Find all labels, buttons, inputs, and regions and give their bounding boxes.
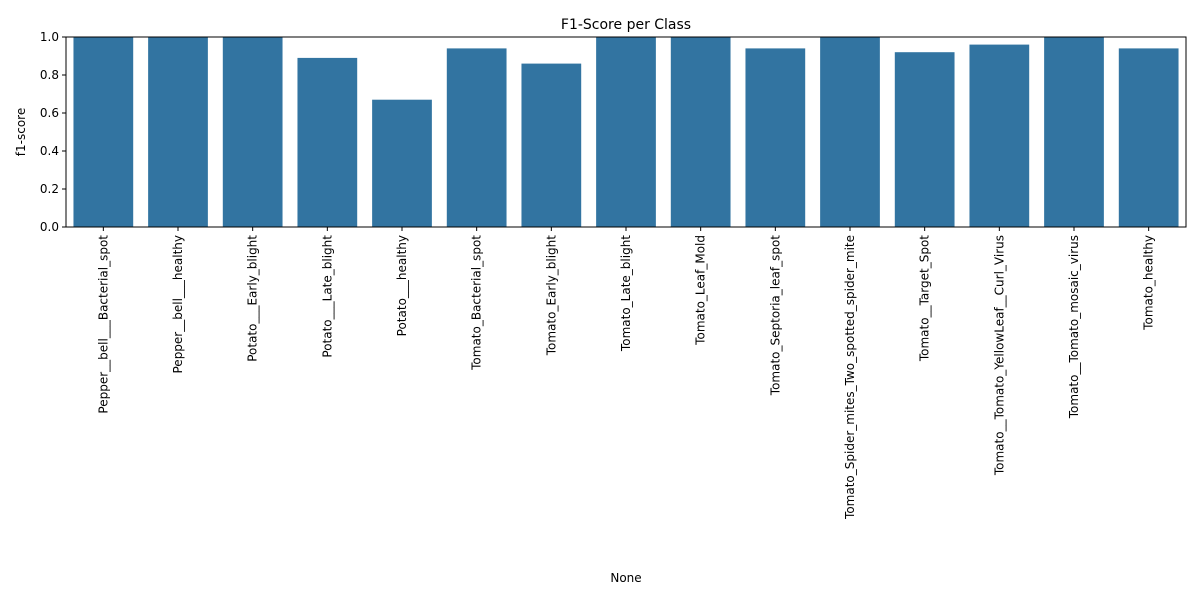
x-tick-label: Tomato_Septoria_leaf_spot — [768, 235, 782, 397]
bar-Tomato_Septoria_leaf_spot — [745, 48, 806, 228]
y-axis: 0.0 0.2 0.4 0.6 0.8 1.0 — [40, 30, 66, 234]
bar-Tomato__Tomato_YellowLeaf__Curl_Virus — [969, 44, 1030, 227]
y-tick-label: 0.4 — [40, 144, 59, 158]
y-tick-label: 1.0 — [40, 30, 59, 44]
x-tick-label: Tomato_healthy — [1142, 235, 1156, 331]
x-tick-label: Pepper__bell___Bacterial_spot — [96, 235, 110, 414]
bar-Potato___healthy — [372, 99, 432, 227]
bar-Potato___Early_blight — [222, 37, 283, 227]
bar-Tomato__Tomato_mosaic_virus — [1044, 37, 1104, 227]
x-tick-label: Tomato_Early_blight — [544, 235, 558, 357]
bar-Pepper__bell___Bacterial_spot — [73, 37, 134, 227]
bar-Tomato_Leaf_Mold — [670, 37, 731, 227]
x-tick-label: Pepper__bell___healthy — [171, 235, 185, 374]
x-tick-label: Potato___Late_blight — [320, 235, 334, 358]
y-tick-label: 0.0 — [40, 220, 59, 234]
x-tick-label: Tomato_Leaf_Mold — [694, 235, 708, 346]
x-tick-label: Potato___Early_blight — [246, 235, 260, 362]
bar-Tomato_healthy — [1118, 48, 1179, 228]
y-tick-label: 0.2 — [40, 182, 59, 196]
bar-Tomato_Early_blight — [521, 63, 582, 227]
plot-frame — [65, 36, 1187, 228]
x-axis-label: None — [610, 571, 641, 585]
x-tick-label: Tomato__Tomato_mosaic_virus — [1067, 235, 1081, 419]
bar-Potato___Late_blight — [297, 57, 358, 228]
bar-Pepper__bell___healthy — [148, 37, 208, 227]
bar-Tomato__Target_Spot — [894, 52, 955, 228]
bar-Tomato_Late_blight — [596, 37, 656, 227]
bars-group — [73, 37, 1179, 228]
x-axis: Pepper__bell___Bacterial_spot Pepper__bel… — [96, 227, 1156, 520]
x-tick-label: Potato___healthy — [395, 235, 409, 336]
x-tick-label: Tomato_Bacterial_spot — [470, 235, 484, 371]
x-tick-label: Tomato__Target_Spot — [918, 235, 932, 362]
chart-title: F1-Score per Class — [561, 17, 691, 33]
y-tick-label: 0.8 — [40, 68, 59, 82]
x-tick-label: Tomato__Tomato_YellowLeaf__Curl_Virus — [992, 235, 1006, 476]
x-tick-label: Tomato_Late_blight — [619, 235, 633, 352]
x-tick-label: Tomato_Spider_mites_Two_spotted_spider_m… — [843, 235, 857, 520]
bar-Tomato_Bacterial_spot — [446, 48, 507, 228]
y-axis-label: f1-score — [14, 108, 28, 156]
bar-Tomato_Spider_mites_Two_spotted_spider_mite — [820, 37, 880, 227]
y-tick-label: 0.6 — [40, 106, 59, 120]
